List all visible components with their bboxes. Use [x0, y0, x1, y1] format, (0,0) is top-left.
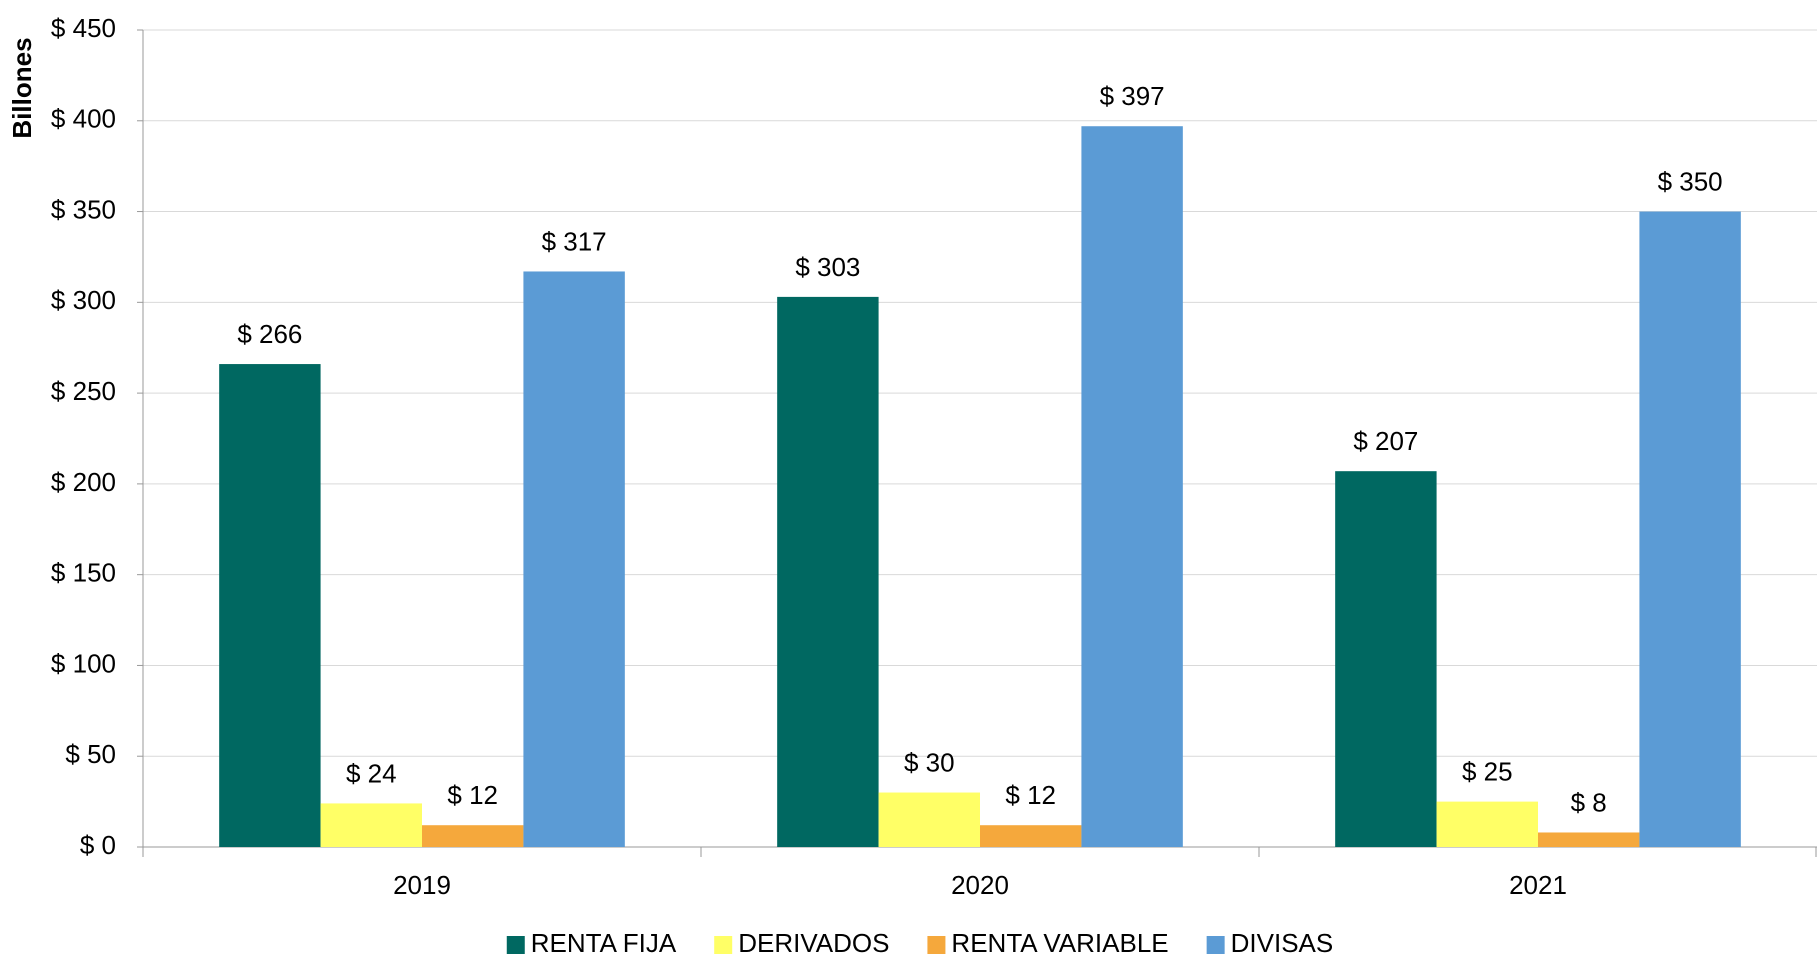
bar [1081, 126, 1183, 848]
bar [1335, 471, 1437, 847]
y-tick-label: $ 200 [51, 467, 116, 497]
data-label: $ 266 [237, 319, 302, 349]
data-label: $ 350 [1658, 166, 1723, 196]
bar [523, 271, 625, 848]
bar [1639, 211, 1741, 848]
data-label: $ 207 [1353, 426, 1418, 456]
bar [980, 825, 1082, 847]
data-label: $ 317 [542, 226, 607, 256]
y-tick-label: $ 450 [51, 13, 116, 43]
legend-swatch [506, 936, 525, 954]
legend-label: DERIVADOS [738, 928, 889, 958]
y-tick-label: $ 250 [51, 376, 116, 406]
bar [878, 792, 980, 847]
x-tick-label: 2020 [951, 870, 1009, 900]
data-label: $ 303 [795, 252, 860, 282]
data-label: $ 30 [904, 747, 955, 777]
bar [219, 364, 321, 847]
bar [777, 296, 879, 847]
legend-label: RENTA VARIABLE [951, 928, 1168, 958]
y-tick-label: $ 0 [80, 830, 116, 860]
data-label: $ 8 [1571, 787, 1607, 817]
bar [422, 825, 524, 847]
y-tick-label: $ 300 [51, 285, 116, 315]
x-tick-label: 2021 [1509, 870, 1567, 900]
data-label: $ 25 [1462, 756, 1513, 786]
data-label: $ 12 [447, 780, 498, 810]
x-tick-label: 2019 [393, 870, 451, 900]
y-tick-label: $ 400 [51, 104, 116, 134]
y-tick-label: $ 100 [51, 648, 116, 678]
y-tick-label: $ 50 [65, 739, 116, 769]
legend-swatch [714, 936, 733, 954]
data-label: $ 397 [1100, 81, 1165, 111]
y-axis-label: Billones [7, 37, 37, 138]
legend-swatch [1206, 936, 1225, 954]
legend-label: DIVISAS [1231, 928, 1334, 958]
y-tick-label: $ 350 [51, 194, 116, 224]
legend-swatch [927, 936, 946, 954]
bar [1538, 832, 1640, 847]
data-label: $ 24 [346, 758, 397, 788]
data-label: $ 12 [1005, 780, 1056, 810]
bar [1436, 801, 1538, 847]
bar [320, 803, 422, 847]
legend-label: RENTA FIJA [531, 928, 677, 958]
y-tick-label: $ 150 [51, 558, 116, 588]
